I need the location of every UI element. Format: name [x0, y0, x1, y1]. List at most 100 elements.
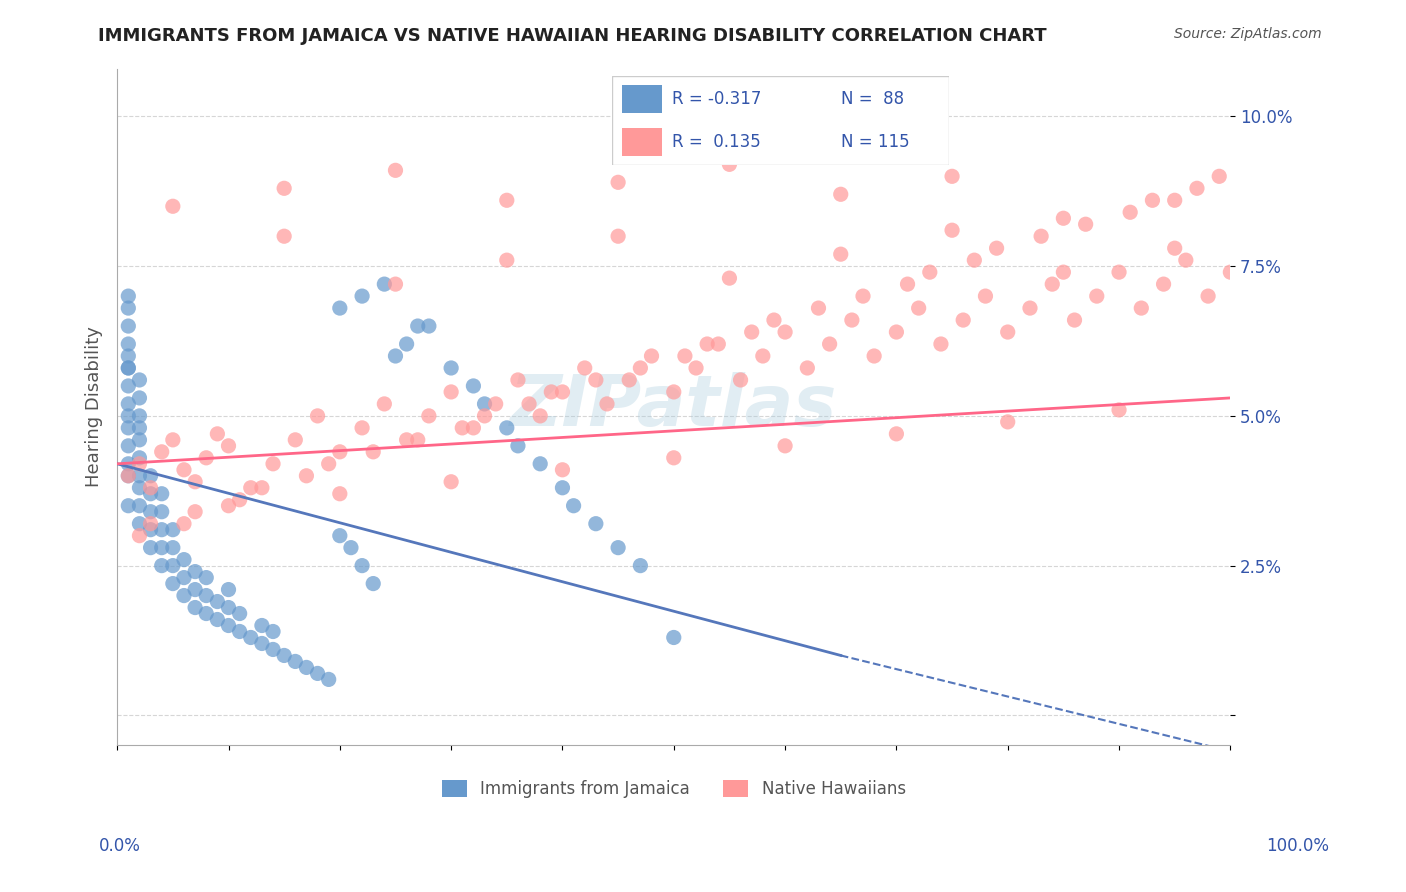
- Point: [685, 361, 707, 376]
- Text: N = 115: N = 115: [841, 133, 910, 151]
- Point: [162, 541, 184, 555]
- Point: [184, 505, 207, 519]
- Point: [284, 433, 307, 447]
- Point: [517, 397, 540, 411]
- Point: [139, 481, 162, 495]
- Point: [640, 349, 662, 363]
- Point: [474, 409, 496, 423]
- Point: [139, 468, 162, 483]
- Point: [540, 384, 562, 399]
- Point: [440, 361, 463, 376]
- Legend: Immigrants from Jamaica, Native Hawaiians: Immigrants from Jamaica, Native Hawaiian…: [436, 773, 912, 805]
- Text: R =  0.135: R = 0.135: [672, 133, 761, 151]
- Point: [718, 271, 741, 285]
- Point: [352, 421, 374, 435]
- Point: [150, 523, 173, 537]
- Point: [273, 181, 295, 195]
- Point: [162, 199, 184, 213]
- Point: [262, 624, 284, 639]
- Point: [218, 582, 240, 597]
- Point: [273, 229, 295, 244]
- Point: [1052, 211, 1074, 226]
- Point: [585, 516, 607, 531]
- Point: [506, 373, 529, 387]
- Point: [307, 409, 329, 423]
- Point: [117, 301, 139, 315]
- Point: [139, 487, 162, 501]
- Point: [463, 421, 485, 435]
- Point: [619, 373, 641, 387]
- Point: [773, 439, 796, 453]
- Point: [662, 384, 685, 399]
- Point: [218, 439, 240, 453]
- Point: [173, 552, 195, 566]
- Text: N =  88: N = 88: [841, 90, 904, 108]
- Point: [451, 421, 474, 435]
- Point: [207, 594, 229, 608]
- Point: [1119, 205, 1142, 219]
- Point: [529, 409, 551, 423]
- Point: [184, 582, 207, 597]
- Point: [207, 613, 229, 627]
- Point: [373, 397, 395, 411]
- Point: [1074, 217, 1097, 231]
- Point: [162, 433, 184, 447]
- Point: [340, 541, 363, 555]
- Point: [997, 325, 1019, 339]
- Point: [1142, 194, 1164, 208]
- Point: [1197, 289, 1219, 303]
- Point: [139, 523, 162, 537]
- Point: [1108, 403, 1130, 417]
- Point: [117, 379, 139, 393]
- Point: [418, 319, 440, 334]
- Point: [117, 421, 139, 435]
- Point: [440, 475, 463, 489]
- Point: [506, 439, 529, 453]
- Point: [352, 289, 374, 303]
- Point: [852, 289, 875, 303]
- Point: [752, 349, 775, 363]
- Point: [284, 655, 307, 669]
- Text: IMMIGRANTS FROM JAMAICA VS NATIVE HAWAIIAN HEARING DISABILITY CORRELATION CHART: IMMIGRANTS FROM JAMAICA VS NATIVE HAWAII…: [98, 27, 1047, 45]
- Point: [596, 397, 619, 411]
- Point: [886, 426, 908, 441]
- Point: [239, 481, 262, 495]
- Point: [406, 433, 429, 447]
- Point: [1163, 194, 1185, 208]
- Point: [373, 277, 395, 292]
- Point: [1052, 265, 1074, 279]
- Point: [117, 289, 139, 303]
- Point: [807, 301, 830, 315]
- Point: [1153, 277, 1175, 292]
- Point: [628, 361, 651, 376]
- Point: [384, 349, 406, 363]
- FancyBboxPatch shape: [612, 76, 949, 165]
- Point: [117, 499, 139, 513]
- Point: [1085, 289, 1108, 303]
- Point: [395, 337, 418, 351]
- Point: [585, 373, 607, 387]
- Point: [128, 450, 150, 465]
- Point: [474, 397, 496, 411]
- Point: [329, 529, 352, 543]
- Point: [718, 157, 741, 171]
- Point: [551, 463, 574, 477]
- Point: [551, 384, 574, 399]
- Point: [150, 505, 173, 519]
- Point: [128, 433, 150, 447]
- Point: [117, 337, 139, 351]
- Point: [673, 349, 696, 363]
- Point: [329, 487, 352, 501]
- Point: [830, 187, 852, 202]
- Point: [907, 301, 929, 315]
- Point: [307, 666, 329, 681]
- Point: [262, 457, 284, 471]
- Point: [741, 325, 763, 339]
- Point: [1029, 229, 1052, 244]
- Point: [628, 558, 651, 573]
- Point: [495, 194, 517, 208]
- Point: [352, 558, 374, 573]
- Point: [207, 426, 229, 441]
- Point: [986, 241, 1008, 255]
- Point: [117, 439, 139, 453]
